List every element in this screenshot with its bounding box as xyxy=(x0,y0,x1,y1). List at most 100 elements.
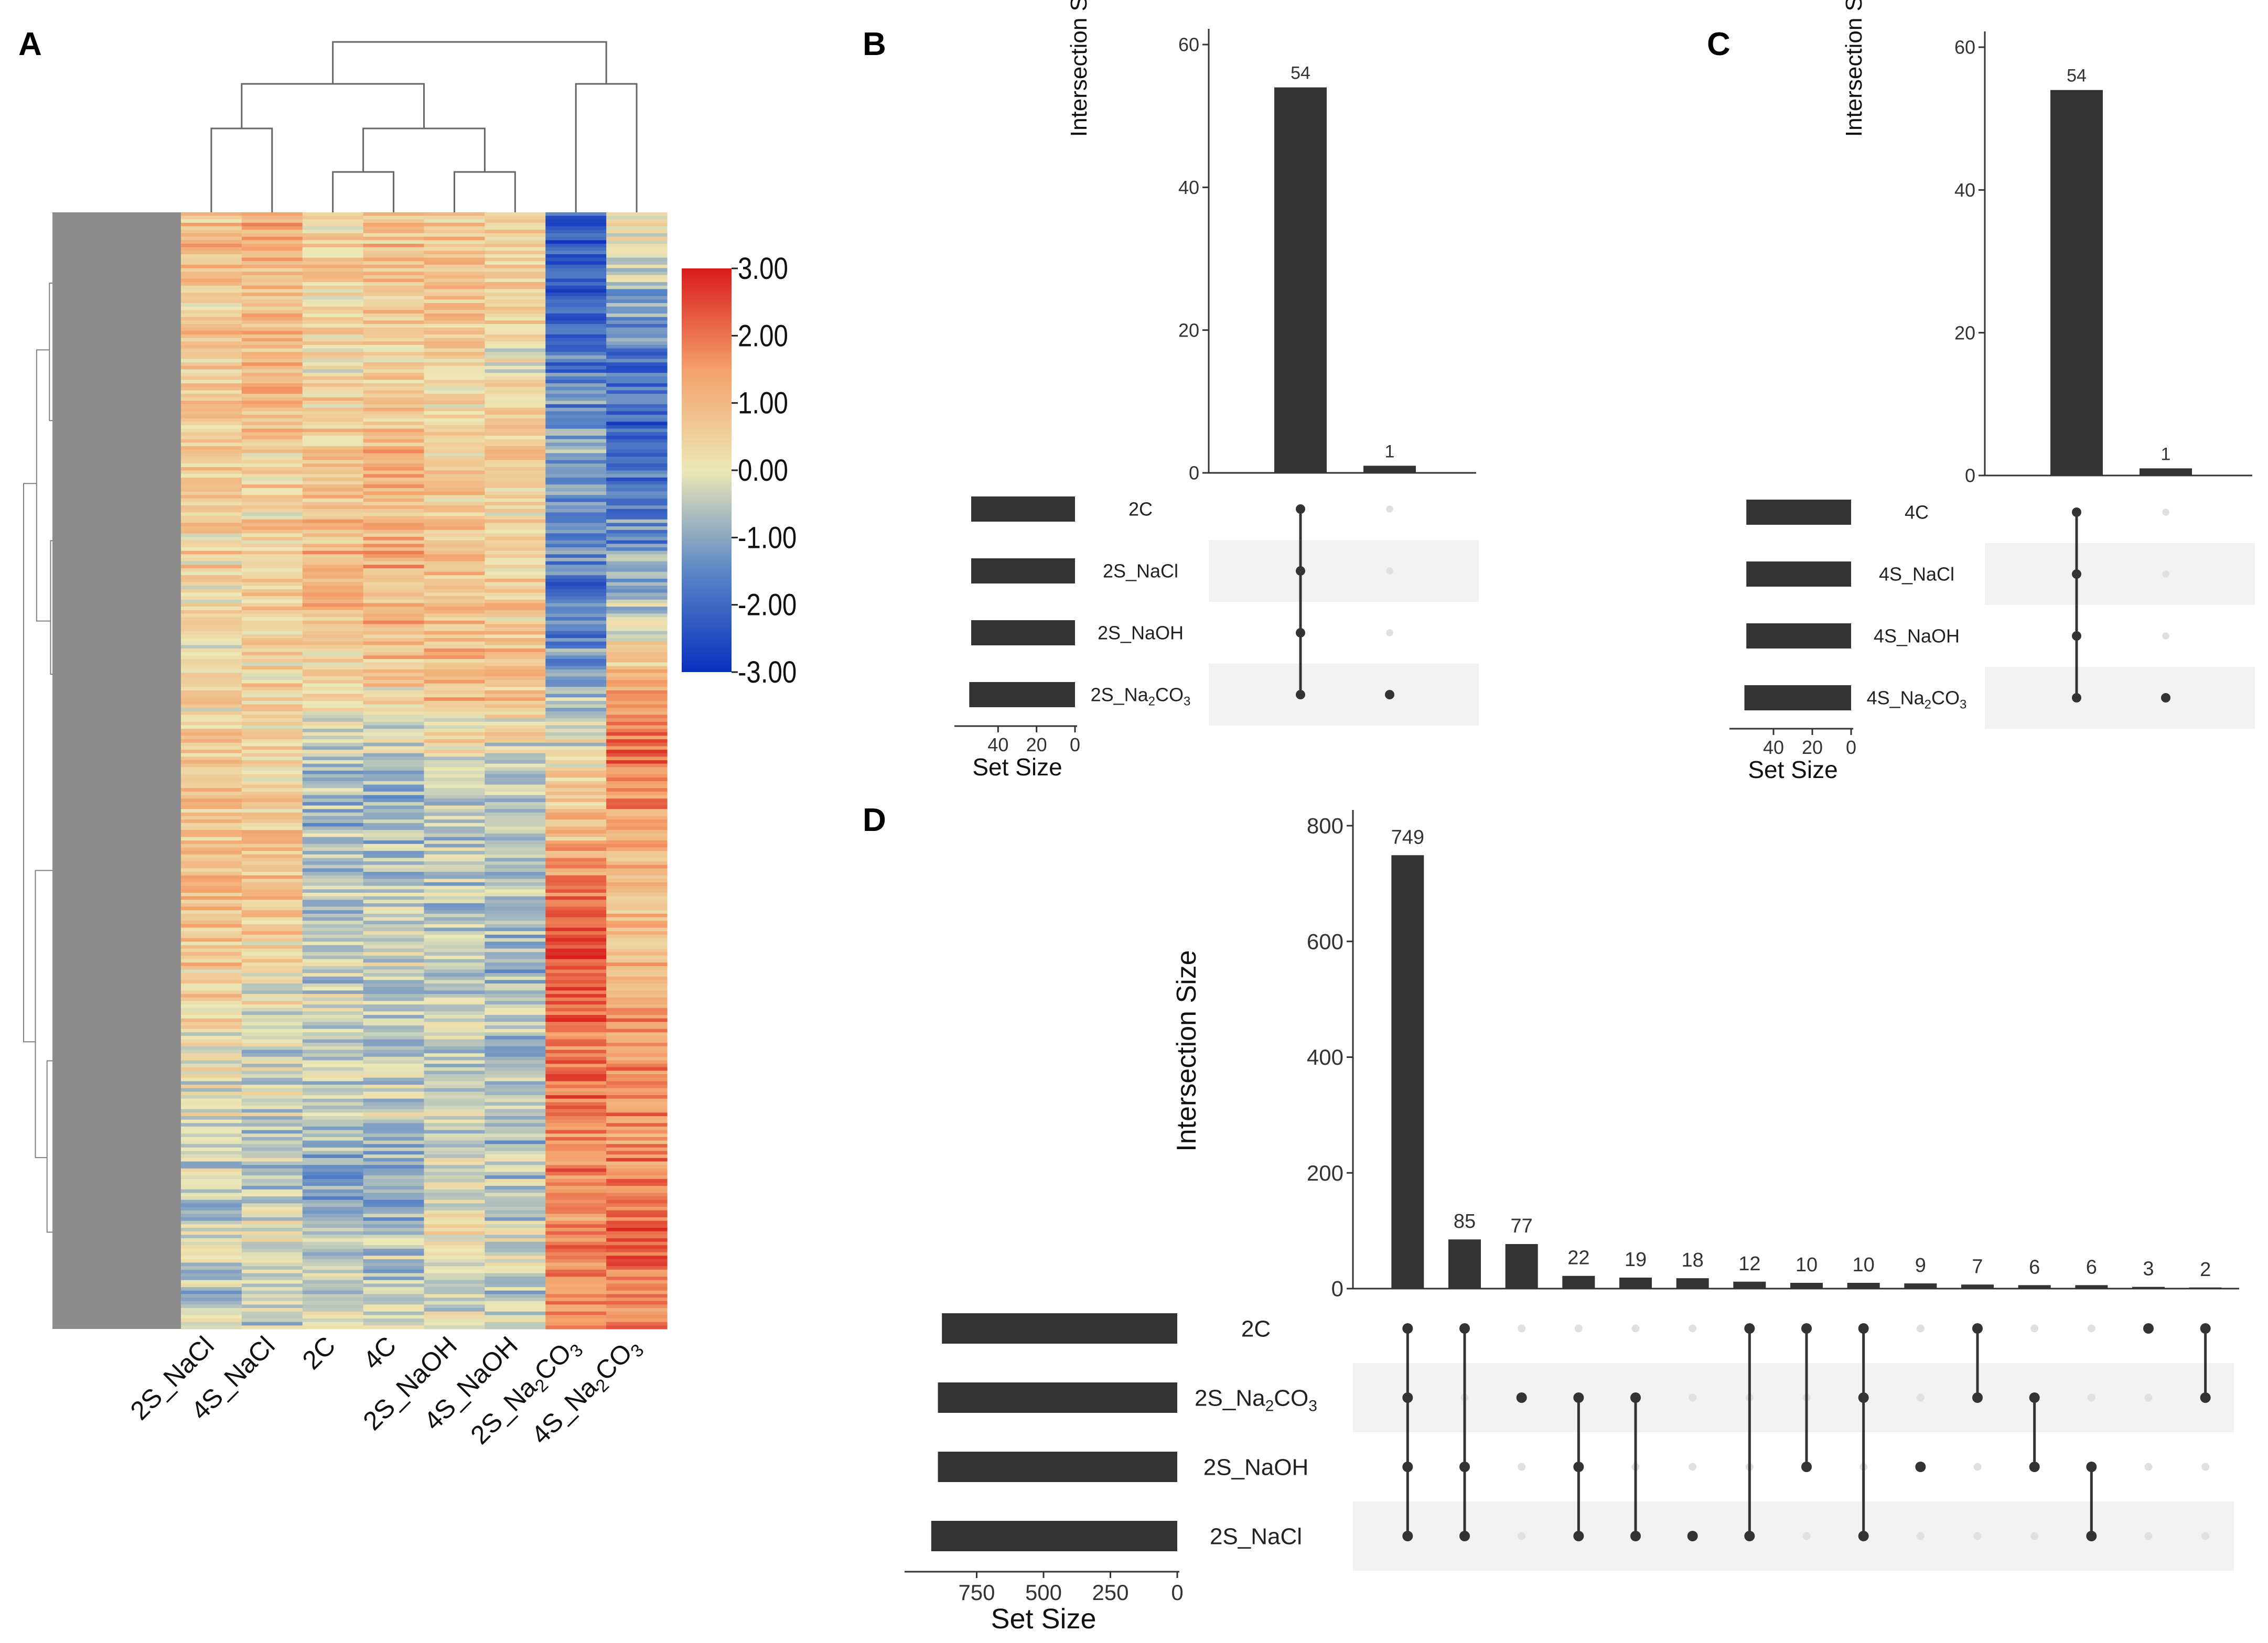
heatmap-cell xyxy=(302,589,364,593)
heatmap-cell xyxy=(606,725,668,729)
heatmap-cell xyxy=(302,1203,364,1207)
heatmap-cell xyxy=(241,446,303,450)
heatmap-cell xyxy=(606,257,668,262)
heatmap-cell xyxy=(241,254,303,258)
heatmap-cell xyxy=(181,219,242,223)
heatmap-cell xyxy=(424,512,485,516)
heatmap-cell xyxy=(545,285,607,290)
heatmap-cell xyxy=(302,1168,364,1173)
heatmap-cell xyxy=(241,638,303,642)
heatmap-cell xyxy=(485,994,546,998)
heatmap-cell xyxy=(606,833,668,838)
heatmap-cell xyxy=(181,676,242,680)
heatmap-cell xyxy=(606,404,668,408)
heatmap-cell xyxy=(424,1266,485,1270)
heatmap-cell xyxy=(302,1008,364,1012)
heatmap-cell xyxy=(545,303,607,307)
heatmap-cell xyxy=(302,666,364,670)
heatmap-cell xyxy=(545,383,607,387)
heatmap-cell xyxy=(302,261,364,265)
heatmap-cell xyxy=(485,610,546,614)
heatmap-cell xyxy=(363,1168,425,1173)
heatmap-cell xyxy=(363,1014,425,1019)
heatmap-cell xyxy=(485,1091,546,1096)
heatmap-cell xyxy=(545,401,607,405)
heatmap-cell xyxy=(302,711,364,716)
matrix-dot-inactive xyxy=(2201,1532,2210,1540)
heatmap-cell xyxy=(181,599,242,604)
heatmap-cell xyxy=(606,900,668,904)
heatmap-cell xyxy=(606,742,668,747)
heatmap-cell xyxy=(545,296,607,300)
heatmap-cell xyxy=(606,509,668,513)
heatmap-cell xyxy=(545,952,607,956)
heatmap-cell xyxy=(485,1266,546,1270)
heatmap-cell xyxy=(363,1119,425,1123)
heatmap-cell xyxy=(241,1060,303,1064)
heatmap-cell xyxy=(606,1318,668,1323)
heatmap-cell xyxy=(424,767,485,771)
heatmap-cell xyxy=(363,334,425,339)
heatmap-cell xyxy=(545,673,607,677)
heatmap-cell xyxy=(606,791,668,796)
heatmap-cell xyxy=(302,697,364,701)
heatmap-cell xyxy=(606,1074,668,1078)
heatmap-cell xyxy=(485,502,546,506)
heatmap-cell xyxy=(485,1071,546,1075)
heatmap-cell xyxy=(545,376,607,381)
heatmap-cell xyxy=(241,272,303,276)
heatmap-cell xyxy=(424,1064,485,1068)
heatmap-cell xyxy=(606,1287,668,1291)
heatmap-cell xyxy=(363,1238,425,1242)
heatmap-cell xyxy=(181,966,242,970)
heatmap-cell xyxy=(545,795,607,799)
heatmap-cell xyxy=(363,879,425,883)
heatmap-cell xyxy=(606,1133,668,1138)
heatmap-cell xyxy=(485,568,546,572)
heatmap-cell xyxy=(302,394,364,398)
heatmap-cell xyxy=(241,830,303,834)
heatmap-cell xyxy=(363,1217,425,1222)
heatmap-cell xyxy=(485,679,546,684)
heatmap-cell xyxy=(485,1256,546,1260)
heatmap-cell xyxy=(485,550,546,555)
heatmap-cell xyxy=(302,233,364,237)
heatmap-cell xyxy=(363,324,425,328)
heatmap-cell xyxy=(181,212,242,217)
heatmap-cell xyxy=(302,963,364,967)
heatmap-cell xyxy=(485,1126,546,1131)
heatmap-cell xyxy=(363,589,425,593)
heatmap-cell xyxy=(241,791,303,796)
heatmap-cell xyxy=(241,365,303,370)
heatmap-cell xyxy=(363,1325,425,1329)
heatmap-cell xyxy=(545,718,607,722)
heatmap-cell xyxy=(606,729,668,733)
heatmap-cell xyxy=(485,215,546,220)
heatmap-cell xyxy=(424,341,485,345)
heatmap-cell xyxy=(241,1011,303,1015)
heatmap-cell xyxy=(181,344,242,349)
heatmap-cell xyxy=(485,715,546,719)
heatmap-cell xyxy=(363,1011,425,1015)
heatmap-cell xyxy=(302,781,364,785)
heatmap-cell xyxy=(241,1245,303,1249)
row-dendrogram-link xyxy=(36,349,51,622)
heatmap-cell xyxy=(606,864,668,869)
heatmap-cell xyxy=(545,620,607,625)
heatmap-cell xyxy=(302,547,364,552)
heatmap-cell xyxy=(424,1126,485,1131)
heatmap-cell xyxy=(485,264,546,269)
heatmap-cell xyxy=(606,628,668,632)
heatmap-cell xyxy=(485,596,546,600)
heatmap-cell xyxy=(241,1095,303,1099)
heatmap-cell xyxy=(424,938,485,942)
set-size-bar xyxy=(1746,500,1851,525)
heatmap-cell xyxy=(545,1298,607,1302)
heatmap-cell xyxy=(241,401,303,405)
heatmap-cell xyxy=(545,505,607,510)
heatmap-cell xyxy=(606,1224,668,1228)
heatmap-cell xyxy=(606,425,668,429)
heatmap-cell xyxy=(545,1133,607,1138)
heatmap-cell xyxy=(241,348,303,352)
